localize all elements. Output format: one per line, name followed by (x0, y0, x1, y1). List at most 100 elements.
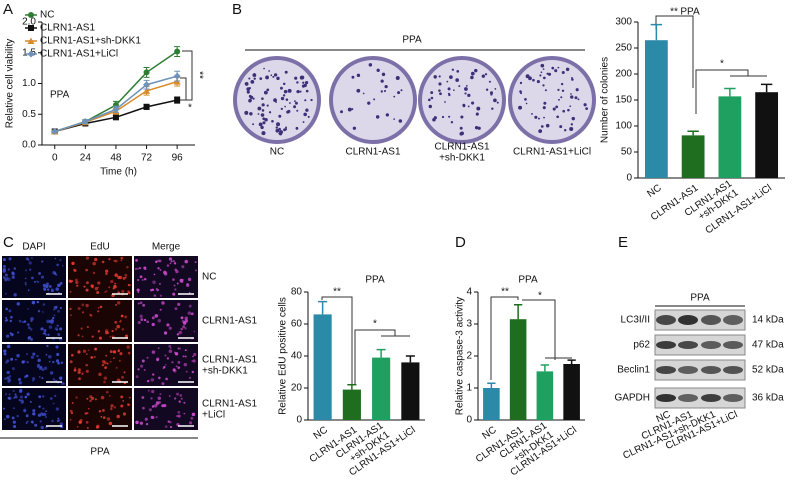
cell (96, 290, 100, 294)
colony (543, 116, 545, 119)
colony (259, 77, 263, 81)
colony (432, 118, 436, 122)
protein-label: Beclin1 (617, 365, 650, 376)
colony (294, 100, 296, 103)
cell (70, 353, 74, 357)
cell (182, 355, 185, 358)
colony (272, 75, 275, 78)
colony (244, 110, 249, 115)
colony (398, 119, 403, 123)
cell (98, 372, 102, 377)
colony (560, 82, 564, 86)
y-tick-label: 0.5 (22, 109, 36, 120)
cell (40, 275, 45, 279)
cell (128, 291, 131, 295)
marker (143, 81, 151, 89)
cell (77, 334, 80, 337)
cell (183, 401, 186, 404)
colony (525, 74, 530, 79)
colony (362, 92, 365, 95)
cell (180, 327, 183, 331)
cell (27, 338, 30, 341)
x-axis-label: Time (h) (100, 167, 137, 178)
cell (7, 268, 10, 271)
cell (10, 357, 14, 361)
colony (393, 95, 396, 98)
cell (71, 402, 74, 405)
cell (163, 331, 168, 335)
blot-band (701, 394, 721, 402)
cell (116, 414, 120, 419)
cell (159, 269, 162, 271)
colony (299, 75, 304, 80)
cell (119, 352, 123, 356)
cell (37, 309, 41, 313)
colony (266, 88, 270, 92)
cell (20, 400, 25, 404)
cell (94, 257, 98, 262)
colony (539, 74, 542, 77)
cell (81, 303, 85, 307)
x-tick-label: NC (480, 425, 498, 442)
cell (122, 276, 126, 280)
cell (188, 304, 192, 308)
colony (268, 70, 270, 72)
cell (114, 273, 118, 277)
cell (3, 352, 7, 356)
colony (542, 68, 545, 70)
colony (305, 108, 309, 112)
cell (50, 289, 54, 293)
cell (42, 311, 44, 313)
cell (39, 420, 42, 423)
colony (368, 63, 373, 67)
cell (173, 284, 176, 287)
cell (177, 360, 181, 364)
cell (168, 344, 172, 348)
colony (266, 104, 269, 107)
colony (462, 103, 466, 107)
cell (154, 404, 158, 408)
cell (156, 288, 159, 292)
cell (58, 419, 61, 422)
cell (153, 273, 156, 276)
y-tick-label: 2 (466, 351, 472, 362)
cell (158, 376, 161, 380)
cell (178, 400, 181, 403)
y-tick-label: 4 (466, 287, 472, 298)
colony (544, 89, 547, 92)
significance: ** (333, 287, 341, 298)
colony (261, 97, 264, 100)
colony (439, 92, 442, 96)
cell (139, 301, 143, 305)
cell (116, 378, 121, 383)
cell (85, 369, 89, 373)
cell (30, 317, 34, 321)
y-tick-label: 100 (615, 121, 632, 132)
cell (157, 267, 160, 270)
colony (294, 76, 298, 80)
cell (97, 306, 100, 309)
colony (302, 81, 305, 84)
cell (26, 323, 30, 326)
colony (536, 80, 540, 84)
cell (175, 365, 178, 368)
colony (340, 110, 343, 114)
cell (11, 416, 15, 420)
colony (262, 121, 266, 125)
colony (557, 88, 560, 91)
cell (36, 280, 39, 283)
cell (86, 326, 89, 328)
cell (10, 315, 13, 319)
colony (397, 91, 401, 95)
cell (137, 368, 140, 371)
colony (273, 73, 278, 77)
colony (570, 93, 572, 95)
bar (372, 357, 391, 420)
cell (95, 425, 99, 429)
cell (74, 367, 77, 370)
cell (16, 354, 20, 358)
cell (177, 410, 181, 414)
colony (280, 96, 285, 101)
cell (40, 425, 44, 430)
colony (287, 109, 291, 113)
